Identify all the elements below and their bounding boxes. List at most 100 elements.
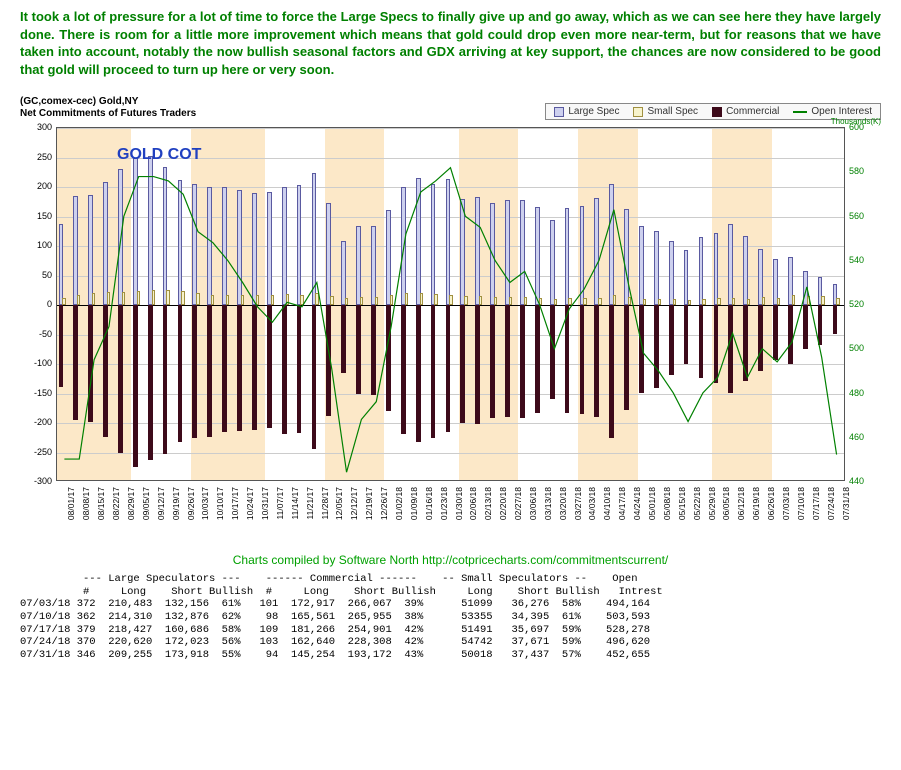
large-spec-bar (609, 184, 614, 305)
large-spec-bar (103, 182, 108, 305)
small-spec-bar (420, 293, 423, 305)
large-spec-bar (267, 192, 272, 305)
commercial-bar (207, 305, 212, 437)
commercial-bar (639, 305, 644, 392)
commercial-bar (446, 305, 451, 432)
commercial-bar (609, 305, 614, 438)
small-spec-bar (77, 295, 80, 306)
large-spec-bar (594, 198, 599, 305)
small-spec-bar (434, 294, 437, 305)
small-spec-bar (717, 298, 720, 305)
small-spec-bar (583, 298, 586, 306)
small-spec-bar (92, 293, 95, 305)
commercial-bar (148, 305, 153, 460)
commentary-text: It took a lot of pressure for a lot of t… (20, 8, 881, 78)
data-table: --- Large Speculators --- ------ Commerc… (20, 573, 881, 661)
small-spec-bar (777, 298, 780, 305)
small-spec-bar (330, 296, 333, 305)
commercial-bar (252, 305, 257, 429)
commercial-bar (624, 305, 629, 410)
small-spec-bar (539, 298, 542, 306)
commercial-bar (475, 305, 480, 424)
root: It took a lot of pressure for a lot of t… (0, 0, 901, 669)
large-spec-bar (178, 180, 183, 306)
large-spec-bar (341, 241, 346, 305)
small-spec-bar (62, 298, 65, 305)
commercial-bar (416, 305, 421, 442)
x-axis-labels: 08/01/1708/08/1708/15/1708/22/1708/29/17… (56, 485, 845, 551)
large-spec-bar (401, 187, 406, 305)
subtitle-line: Net Commitments of Futures Traders (20, 108, 196, 120)
commercial-swatch (712, 107, 722, 117)
large-spec-bar (565, 208, 570, 305)
large-spec-bar (207, 187, 212, 305)
commercial-bar (520, 305, 525, 418)
small-spec-bar (747, 299, 750, 305)
commercial-bar (788, 305, 793, 363)
commercial-bar (386, 305, 391, 411)
small-spec-bar (792, 295, 795, 306)
commercial-bar (565, 305, 570, 413)
commercial-bar (728, 305, 733, 392)
commercial-bar (73, 305, 78, 420)
large-spec-bar (312, 173, 317, 305)
commercial-bar (684, 305, 689, 364)
commercial-bar (326, 305, 331, 416)
large-spec-bar (192, 184, 197, 305)
legend-commercial: Commercial (712, 106, 779, 117)
commercial-bar (118, 305, 123, 453)
oi-swatch (793, 111, 807, 113)
commercial-bar (431, 305, 436, 438)
commercial-bar (178, 305, 183, 442)
large-spec-bar (73, 196, 78, 305)
large-spec-bar (297, 185, 302, 305)
commercial-bar (237, 305, 242, 431)
commercial-bar (401, 305, 406, 434)
large-spec-bar (356, 226, 361, 306)
small-spec-bar (375, 297, 378, 305)
chart: Thousands(K) -300-250-200-150-100-500501… (20, 121, 881, 551)
large-spec-bar (475, 197, 480, 306)
legend-oi-label: Open Interest (811, 106, 872, 117)
large-spec-bar (743, 236, 748, 306)
large-spec-bar (163, 167, 168, 305)
small-spec-bar (286, 294, 289, 305)
x-tick-label: 07/31/18 (841, 487, 901, 520)
small-spec-bar (122, 292, 125, 305)
commercial-bar (163, 305, 168, 454)
small-spec-bar (271, 295, 274, 305)
small-spec-bar (181, 291, 184, 305)
commercial-bar (133, 305, 138, 467)
large-spec-bar (431, 184, 436, 306)
small-spec-bar (613, 295, 616, 306)
small-spec-bar (658, 299, 661, 305)
small-spec-bar (152, 290, 155, 305)
large-spec-bar (148, 156, 153, 305)
small-spec-bar (524, 297, 527, 305)
chart-title-block: (GC,comex-cec) Gold,NY Net Commitments o… (20, 96, 196, 120)
commercial-bar (594, 305, 599, 417)
large-spec-bar (222, 187, 227, 305)
large-spec-bar (118, 169, 123, 305)
commercial-bar (714, 305, 719, 383)
large-spec-bar (59, 224, 64, 305)
large-spec-bar (684, 250, 689, 305)
commercial-bar (341, 305, 346, 373)
small-spec-bar (315, 293, 318, 305)
commercial-bar (297, 305, 302, 432)
legend-commercial-label: Commercial (726, 106, 779, 117)
large-spec-bar (371, 226, 376, 306)
large-spec-bar (728, 224, 733, 305)
small-spec-bar (360, 297, 363, 305)
small-spec-bar (390, 295, 393, 305)
small-spec-bar (241, 295, 244, 306)
small-spec-bar (598, 298, 601, 306)
large-spec-bar (535, 207, 540, 306)
small-spec-bar (107, 292, 110, 305)
source-credit: Charts compiled by Software North http:/… (20, 553, 881, 567)
small-spec-bar (226, 295, 229, 306)
small-spec-bar (405, 293, 408, 305)
large-spec-bar (88, 195, 93, 305)
small-spec-bar (345, 298, 348, 305)
large-spec-bar (326, 203, 331, 305)
